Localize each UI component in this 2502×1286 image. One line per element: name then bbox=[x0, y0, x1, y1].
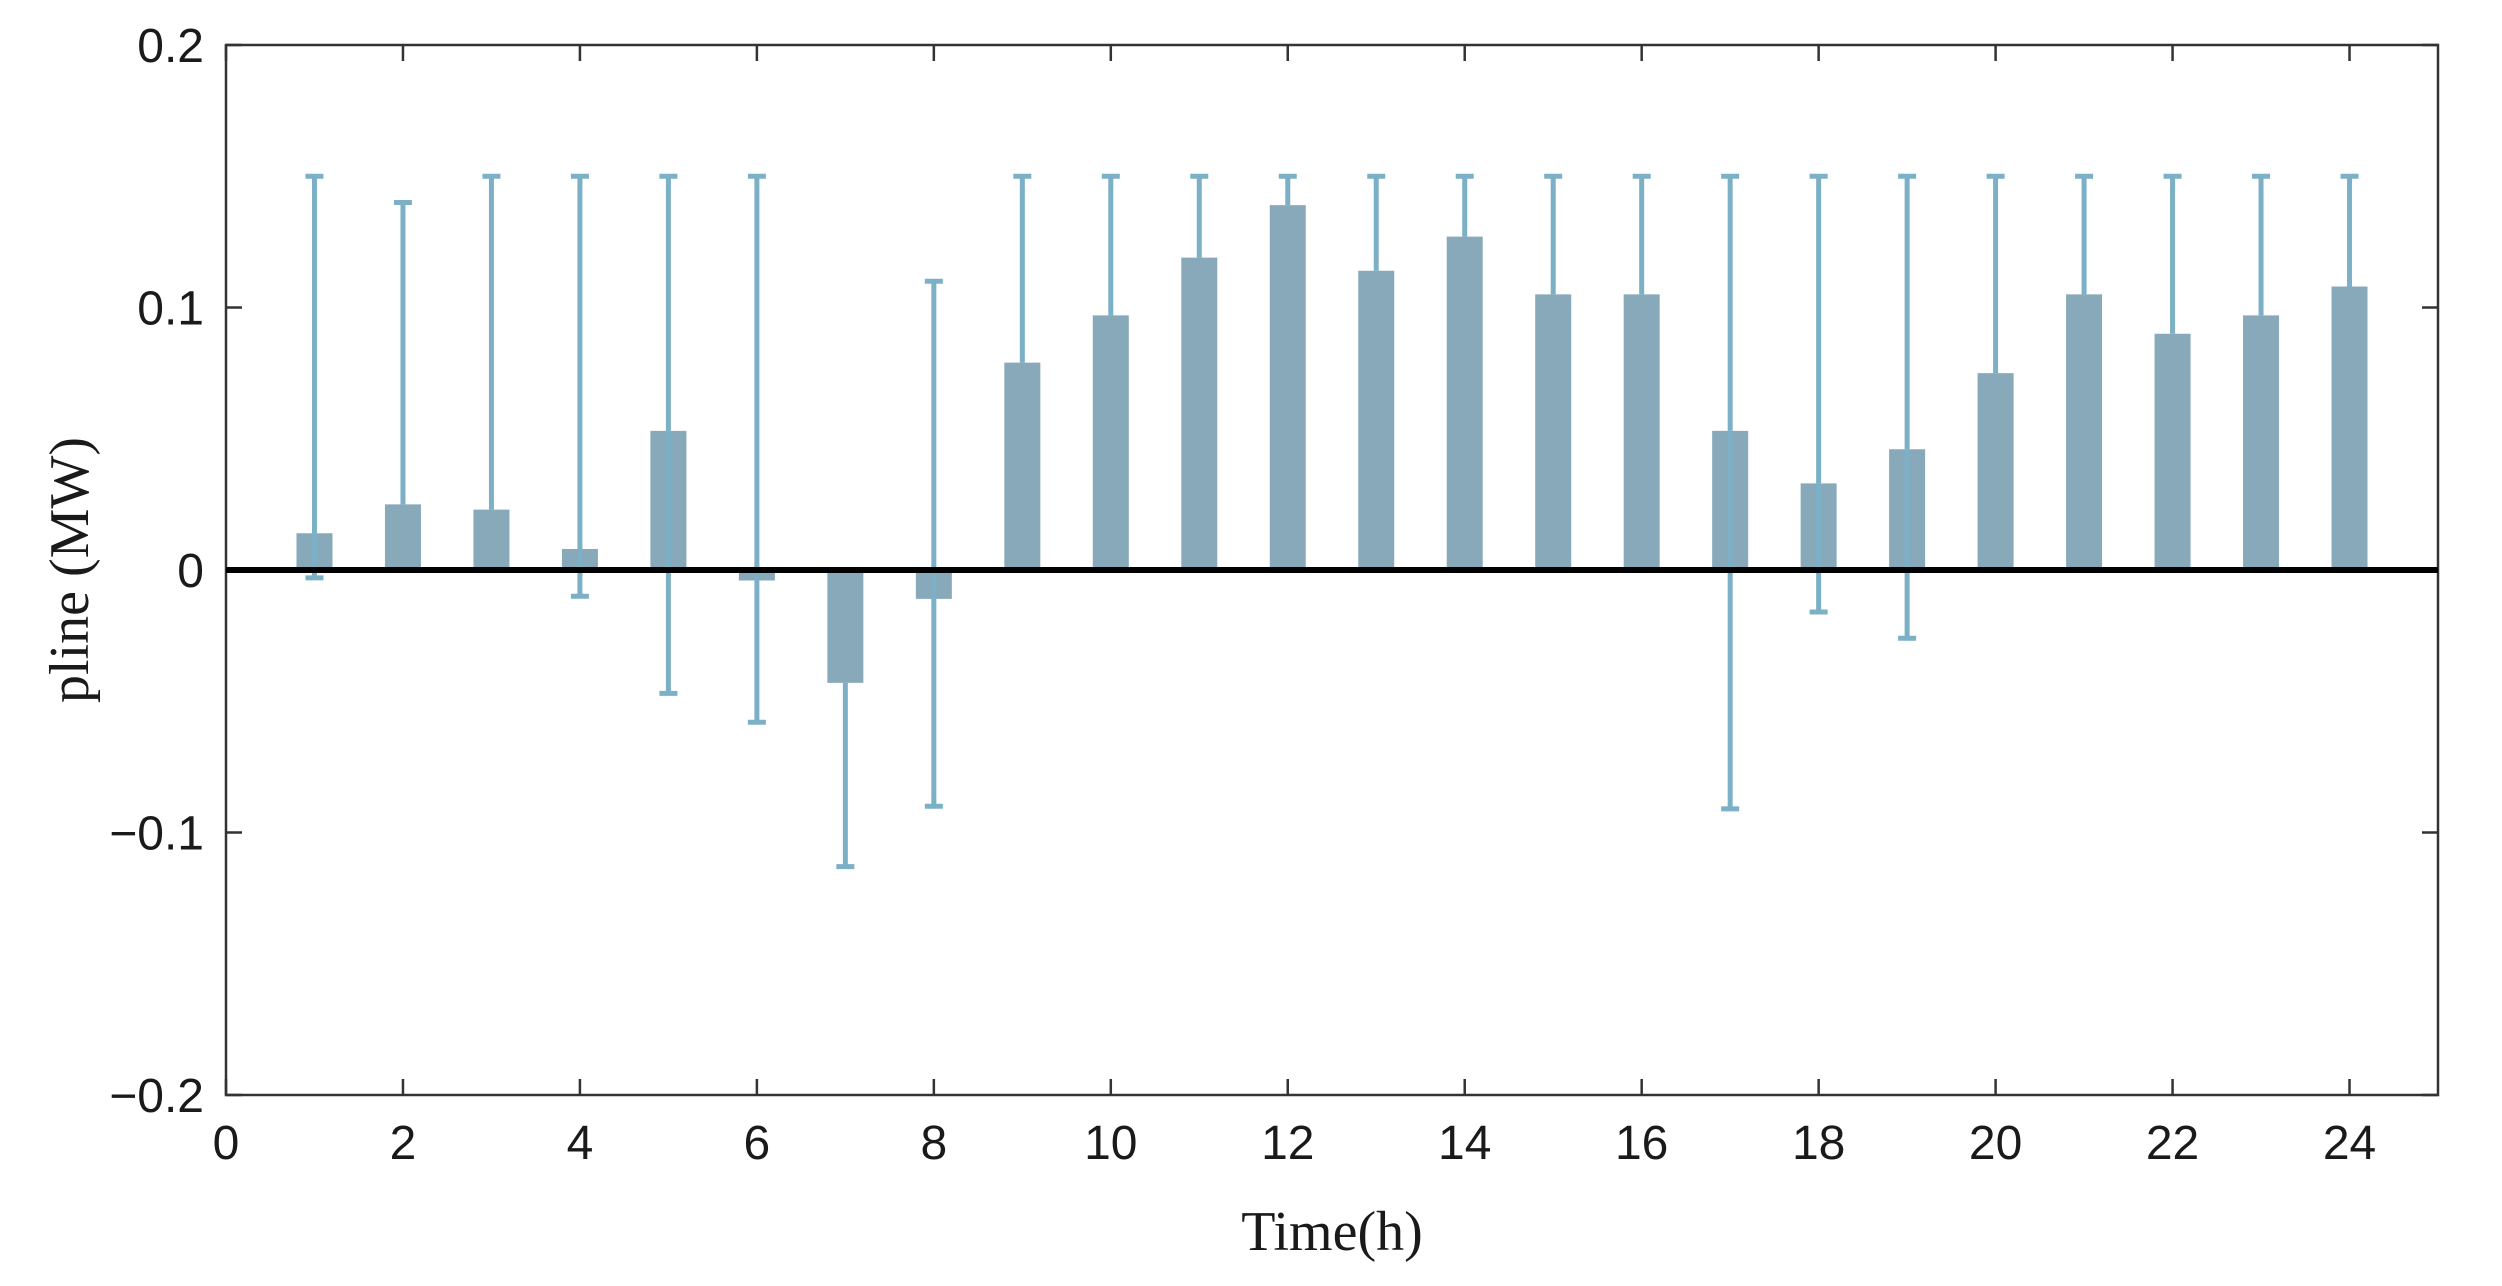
x-tick-label: 12 bbox=[1261, 1117, 1314, 1170]
error-bars-group bbox=[305, 173, 2359, 870]
x-tick-label: 14 bbox=[1438, 1117, 1491, 1170]
y-tick-label: 0 bbox=[177, 545, 204, 598]
x-tick-label: 24 bbox=[2323, 1117, 2376, 1170]
bar bbox=[1181, 257, 1218, 570]
x-tick-label: 4 bbox=[567, 1117, 594, 1170]
bar bbox=[1092, 315, 1129, 570]
x-tick-label: 18 bbox=[1792, 1117, 1845, 1170]
x-tick-label: 6 bbox=[744, 1117, 771, 1170]
y-tick-label: −0.1 bbox=[109, 808, 204, 861]
y-tick-label: 0.2 bbox=[137, 20, 204, 73]
x-tick-label: 22 bbox=[2146, 1117, 2199, 1170]
bar bbox=[1623, 294, 1660, 570]
x-tick-label: 16 bbox=[1615, 1117, 1668, 1170]
y-axis: −0.2 −0.1 0 0.1 0.2 bbox=[109, 20, 2438, 1123]
bar bbox=[1004, 362, 1041, 570]
bar bbox=[1446, 236, 1483, 570]
bar bbox=[827, 570, 864, 683]
bar bbox=[1977, 373, 2014, 570]
bar bbox=[2243, 315, 2280, 570]
bar bbox=[1535, 294, 1572, 570]
bar bbox=[2331, 286, 2368, 570]
bars-group bbox=[296, 205, 2368, 683]
y-tick-label: 0.1 bbox=[137, 283, 204, 336]
x-axis-label: Time(h) bbox=[1241, 1201, 1423, 1263]
x-axis: 0 2 4 6 8 10 12 14 16 18 20 22 24 bbox=[213, 45, 2376, 1170]
bar bbox=[1269, 205, 1306, 570]
x-tick-label: 20 bbox=[1969, 1117, 2022, 1170]
x-tick-label: 8 bbox=[920, 1117, 947, 1170]
y-tick-label: −0.2 bbox=[109, 1070, 204, 1123]
bar bbox=[2066, 294, 2103, 570]
x-tick-label: 0 bbox=[213, 1117, 240, 1170]
bar bbox=[473, 509, 510, 570]
x-tick-label: 10 bbox=[1084, 1117, 1137, 1170]
bar bbox=[384, 504, 421, 570]
bar bbox=[1358, 270, 1395, 570]
y-axis-label: pline (MW) bbox=[39, 437, 101, 703]
bar bbox=[2154, 333, 2191, 570]
x-tick-label: 2 bbox=[390, 1117, 417, 1170]
